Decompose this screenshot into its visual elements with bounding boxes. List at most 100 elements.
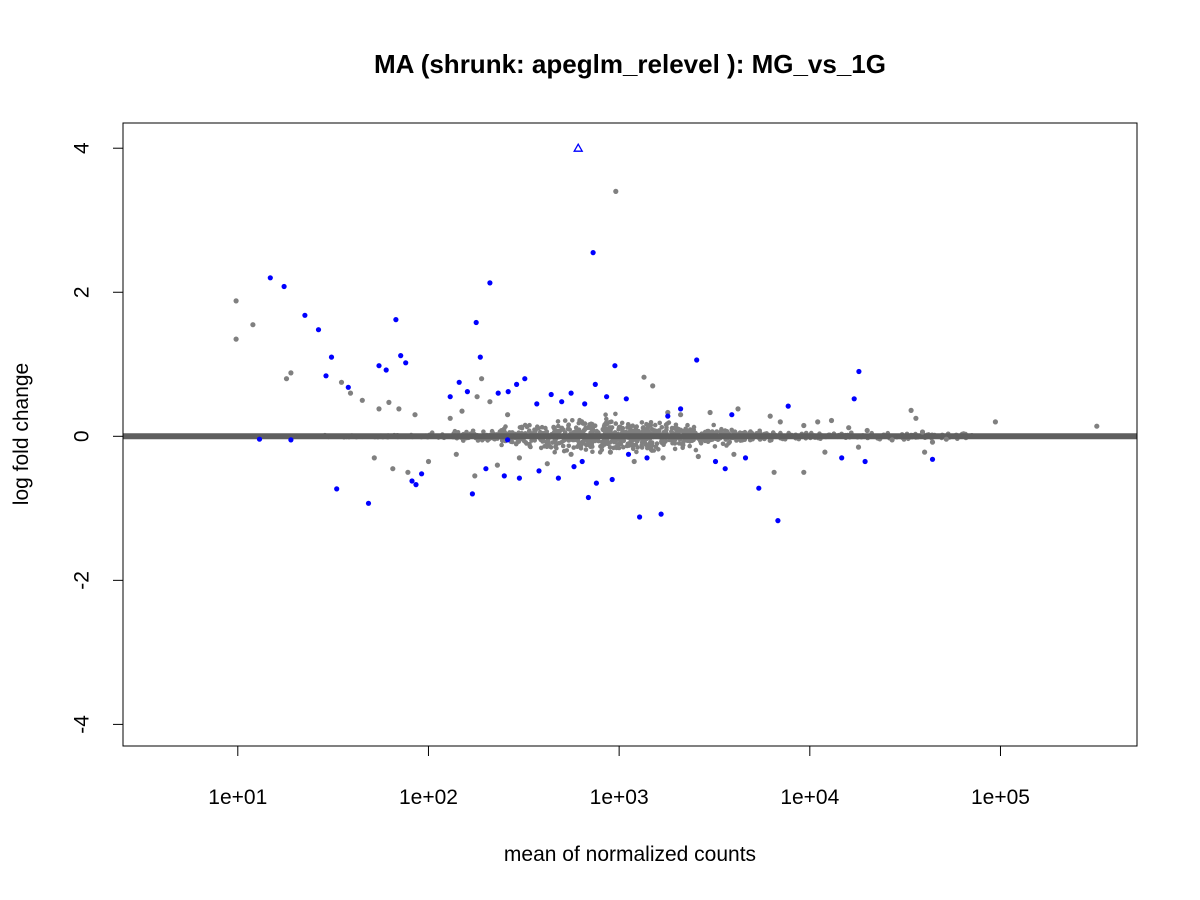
significant-point — [548, 391, 554, 398]
x-tick-label: 1e+03 — [590, 786, 649, 809]
gene-point — [405, 469, 411, 475]
significant-point — [483, 466, 489, 472]
significant-point — [501, 473, 507, 479]
gene-point — [425, 458, 432, 465]
significant-point — [729, 412, 735, 418]
gene-point — [695, 453, 701, 460]
significant-point — [839, 455, 845, 461]
significant-point — [571, 464, 577, 470]
gene-point — [359, 397, 365, 403]
significant-point — [345, 384, 351, 390]
significant-point — [288, 437, 294, 443]
significant-point — [398, 353, 404, 359]
gene-point — [855, 444, 862, 450]
significant-point — [473, 319, 479, 326]
significant-point — [559, 399, 565, 405]
y-tick-label: -4 — [71, 715, 94, 734]
gene-point — [338, 379, 345, 385]
gene-point — [347, 390, 354, 396]
gene-point — [544, 461, 550, 467]
gene-point — [447, 415, 453, 421]
significant-point — [302, 312, 308, 318]
gene-point — [777, 419, 783, 425]
significant-point — [419, 471, 425, 477]
significant-point — [612, 363, 618, 369]
significant-point — [536, 468, 542, 474]
significant-point — [323, 373, 329, 379]
significant-point — [281, 283, 287, 290]
gene-point — [922, 449, 928, 455]
gene-point — [919, 429, 926, 435]
significant-point — [775, 518, 781, 524]
significant-point — [568, 390, 574, 396]
y-tick-label: -2 — [71, 571, 94, 590]
gene-point — [516, 455, 523, 461]
y-tick-label: 0 — [71, 430, 94, 442]
significant-point — [862, 458, 868, 465]
significant-point — [413, 482, 419, 488]
x-axis: 1e+01 1e+02 1e+03 1e+04 1e+05 — [208, 745, 1030, 809]
significant-point — [487, 280, 493, 286]
outlier-triangle-point — [573, 142, 584, 152]
significant-point — [409, 478, 415, 484]
gene-point — [412, 412, 418, 418]
significant-point — [665, 413, 671, 419]
gene-point — [731, 451, 737, 457]
x-tick-label: 1e+05 — [971, 786, 1030, 809]
y-tick-label: 2 — [71, 286, 94, 298]
gene-point — [474, 394, 480, 400]
x-tick-label: 1e+02 — [399, 786, 458, 809]
significant-point — [637, 514, 643, 520]
significant-point — [590, 250, 596, 256]
significant-point — [464, 389, 470, 395]
gene-point — [889, 437, 895, 443]
significant-point — [383, 367, 389, 373]
significant-point — [585, 494, 592, 501]
significant-point — [604, 394, 610, 400]
gene-point — [459, 408, 465, 414]
gene-point — [390, 466, 396, 472]
gene-point — [707, 409, 713, 416]
gene-point — [376, 406, 382, 412]
gene-point — [908, 407, 914, 413]
gene-point — [371, 455, 377, 461]
significant-point — [625, 451, 632, 457]
significant-point — [593, 480, 600, 486]
significant-point — [315, 327, 322, 333]
gene-point — [992, 419, 999, 425]
gene-point — [505, 412, 511, 418]
gene-point — [943, 436, 949, 442]
gene-point — [607, 449, 614, 455]
background-point-cloud — [322, 411, 975, 455]
gene-point — [386, 399, 392, 405]
gene-point — [472, 473, 478, 479]
gene-point — [678, 412, 684, 418]
significant-point — [365, 500, 372, 506]
gene-point — [479, 376, 485, 382]
data-points — [233, 142, 1100, 524]
gene-point — [815, 419, 821, 425]
significant-point — [555, 475, 562, 481]
gene-point — [767, 413, 773, 419]
significant-point — [623, 396, 629, 402]
gene-point — [735, 406, 741, 412]
y-tick-label: 4 — [71, 142, 94, 154]
gene-point — [801, 469, 807, 475]
gene-point — [396, 406, 402, 412]
significant-point — [678, 406, 684, 412]
gene-point — [453, 451, 459, 457]
significant-point — [403, 360, 409, 366]
significant-point — [609, 476, 615, 483]
significant-point — [644, 455, 650, 461]
significant-point — [477, 354, 483, 360]
x-tick-label: 1e+04 — [780, 786, 839, 809]
significant-point — [334, 486, 340, 492]
gene-point — [650, 383, 656, 389]
gene-point — [660, 455, 666, 461]
significant-point — [267, 275, 273, 281]
significant-point — [328, 354, 335, 360]
significant-point — [742, 455, 749, 461]
gene-point — [568, 451, 574, 457]
gene-point — [487, 399, 493, 405]
